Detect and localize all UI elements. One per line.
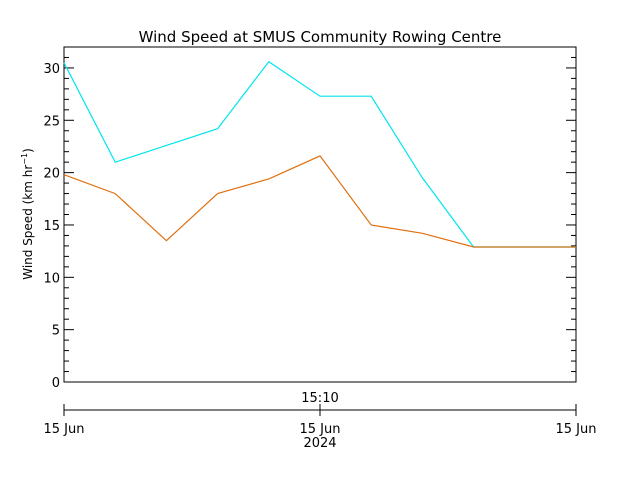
y-tick-label: 0 [52,376,60,391]
series-line-1 [63,60,576,248]
y-tick-label: 15 [43,219,60,234]
series-line-2 [63,155,576,248]
y-tick-label: 5 [52,324,60,339]
plot-frame [63,46,577,383]
y-axis-ticks: 0 5 10 15 20 25 30 [43,46,576,391]
x-date-label-mid: 15 Jun [300,422,341,437]
series-lines [63,60,576,248]
x-year-label: 2024 [303,436,336,451]
chart-title: Wind Speed at SMUS Community Rowing Cent… [139,28,502,46]
y-tick-label: 30 [43,62,60,77]
x-date-label-start: 15 Jun [44,422,85,437]
y-tick-label: 20 [43,167,60,182]
x-date-label-end: 15 Jun [556,422,597,437]
x-time-label: 15:10 [301,391,338,406]
y-tick-label: 25 [43,114,60,129]
time-axis-ticks [63,404,577,416]
y-axis-label: Wind Speed (km hr−1) [20,148,35,280]
y-tick-label: 10 [43,271,60,286]
